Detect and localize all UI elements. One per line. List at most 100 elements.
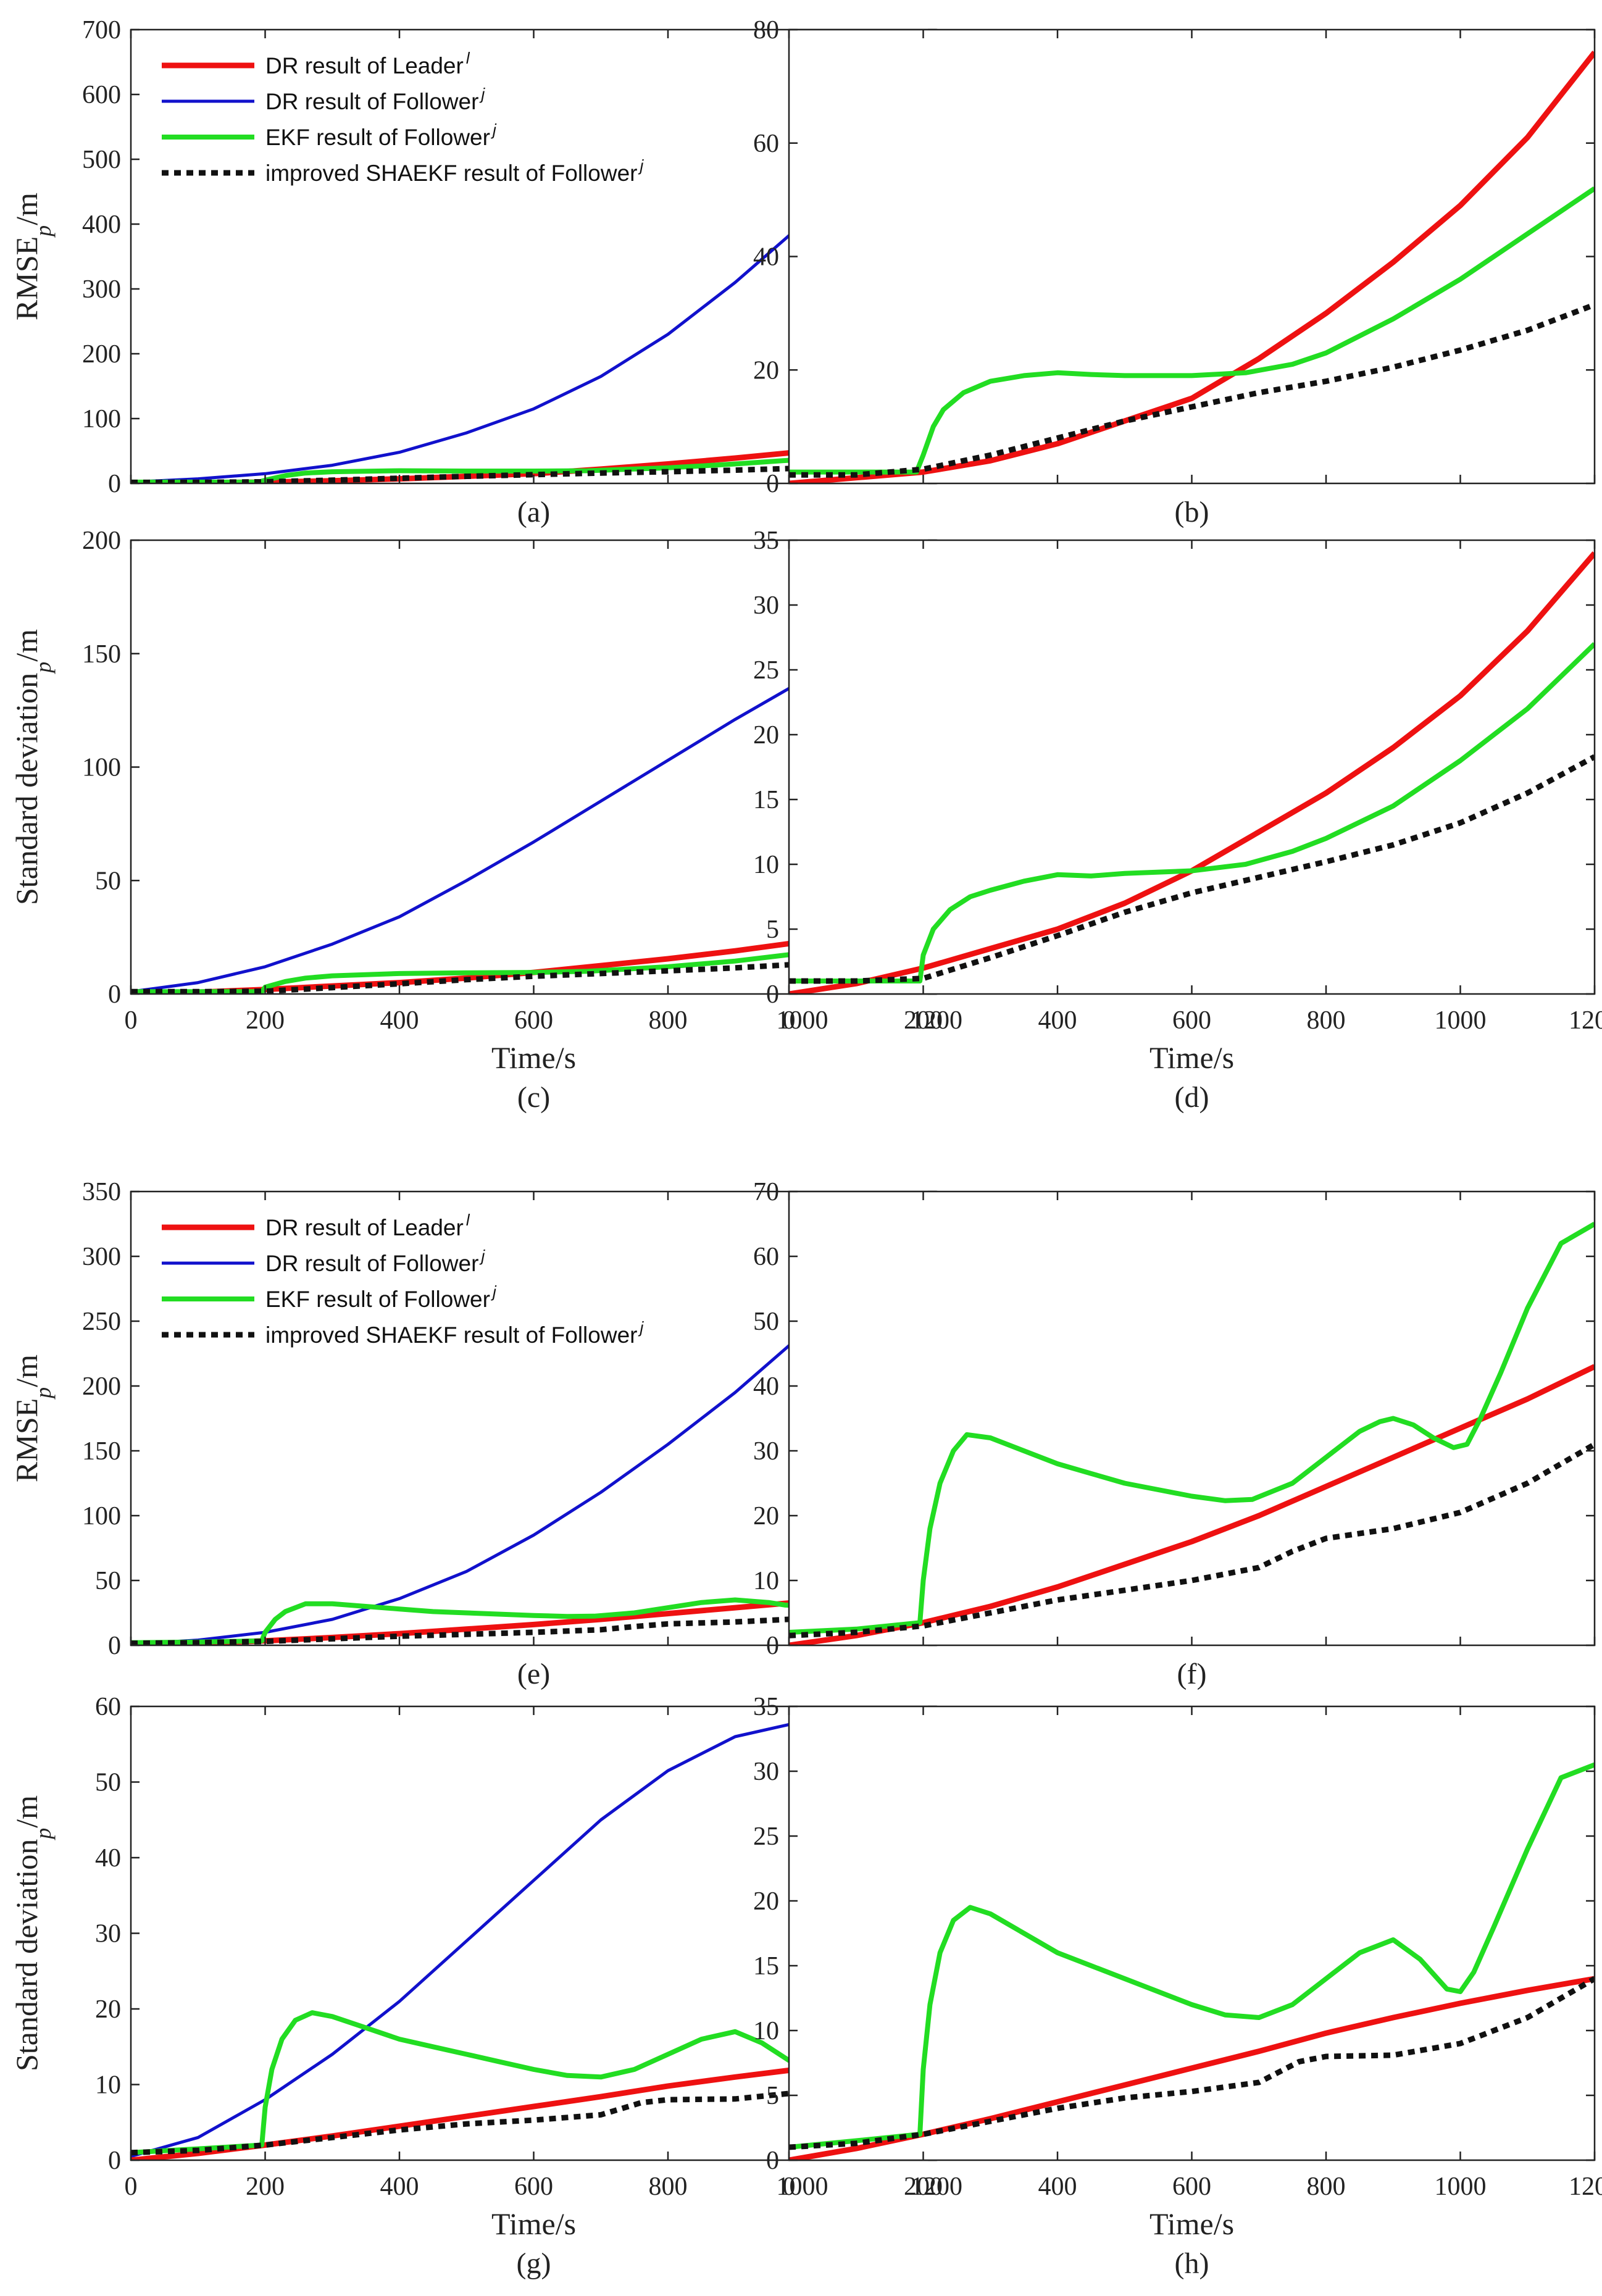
y-tick-label: 30 (95, 1920, 121, 1948)
panel-label: (e) (517, 1658, 550, 1690)
y-tick-label: 40 (95, 1844, 121, 1872)
x-tick-label: 400 (1038, 2173, 1077, 2201)
x-axis-label: Time/s (491, 2206, 576, 2241)
x-tick-label: 0 (783, 2173, 796, 2201)
y-tick-label: 200 (82, 527, 121, 555)
y-tick-label: 500 (82, 146, 121, 174)
legend-entry-superscript: j (638, 156, 644, 175)
y-tick-label: 35 (753, 527, 779, 555)
legend-entry-text: EKF result of Follower (265, 1287, 490, 1312)
y-tick-label: 80 (753, 16, 779, 44)
panel-label: (f) (1177, 1658, 1207, 1690)
y-tick-label: 200 (82, 340, 121, 369)
x-tick-label: 600 (1172, 2173, 1211, 2201)
legend-entry-superscript: j (638, 1318, 644, 1337)
y-tick-label: 0 (766, 470, 779, 498)
y-tick-label: 60 (753, 130, 779, 158)
legend-entry-label: improved SHAEKF result of Follower j (265, 156, 644, 186)
chart-panel-b: 0 20 40 60 80 (b) (753, 16, 1596, 528)
y-tick-label: 20 (753, 1887, 779, 1916)
y-tick-label: 0 (766, 1632, 779, 1660)
y-tick-label: 5 (766, 2082, 779, 2110)
y-tick-label: 20 (753, 356, 779, 385)
y-tick-label: 25 (753, 1822, 779, 1851)
x-tick-label: 600 (514, 1006, 553, 1035)
y-axis-label-subscript: p (31, 662, 56, 675)
y-tick-label: 15 (753, 786, 779, 814)
x-tick-label: 1000 (777, 1006, 828, 1035)
y-axis-label: Standard deviationp/m (9, 1795, 56, 2071)
series-line-follower-ekf (789, 1762, 1595, 2150)
y-axis-label-main: RMSE (9, 236, 44, 320)
y-tick-label: 0 (108, 1632, 121, 1660)
x-tick-label: 400 (1038, 1006, 1077, 1035)
y-tick-label: 10 (753, 1567, 779, 1595)
y-tick-label: 0 (108, 470, 121, 498)
y-tick-label: 30 (753, 1437, 779, 1466)
legend-entry-text: improved SHAEKF result of Follower (265, 1322, 637, 1348)
legend-entry-label: EKF result of Follower j (265, 120, 497, 150)
series-line-follower-ekf (789, 186, 1595, 475)
x-tick-label: 1200 (1569, 1006, 1602, 1035)
x-tick-label: 1200 (911, 2173, 962, 2201)
x-tick-label: 800 (649, 2173, 688, 2201)
plot-area (789, 540, 1595, 994)
y-tick-label: 10 (95, 2071, 121, 2100)
y-tick-label: 60 (753, 1243, 779, 1271)
series-line-follower-shaekf (789, 1976, 1595, 2150)
y-tick-label: 100 (82, 405, 121, 433)
plot-area (789, 30, 1595, 483)
x-tick-label: 1200 (911, 1006, 962, 1035)
legend-entry-text: improved SHAEKF result of Follower (265, 161, 637, 186)
y-tick-label: 20 (753, 721, 779, 749)
series-line-follower-ekf (131, 447, 937, 483)
legend-entry-text: EKF result of Follower (265, 125, 490, 150)
chart-panel-d: 0 5 10 15 20 25 30 35 0 200 400 600 800 1000 1200 Time/… (753, 527, 1602, 1114)
series-group (789, 51, 1595, 483)
legend-entry-text: DR result of Leader (265, 53, 464, 78)
x-axis-label: Time/s (1149, 1040, 1234, 1075)
y-tick-label: 100 (82, 754, 121, 782)
x-tick-label: 200 (246, 1006, 285, 1035)
legend-entry-label: DR result of Follower j (265, 85, 485, 114)
x-tick-label: 600 (1172, 1006, 1211, 1035)
legend-entry-label: DR result of Leader l (265, 49, 470, 78)
panel-label: (d) (1175, 1081, 1209, 1114)
x-tick-label: 1200 (1569, 2173, 1602, 2201)
legend-entry-label: DR result of Leader l (265, 1211, 470, 1240)
legend-entry-superscript: l (466, 49, 470, 67)
x-tick-label: 200 (904, 2173, 943, 2201)
x-tick-label: 0 (125, 2173, 138, 2201)
x-tick-label: 800 (649, 1006, 688, 1035)
y-tick-label: 30 (753, 1758, 779, 1786)
series-line-leader-dr (789, 1364, 1595, 1645)
panel-label: (a) (517, 496, 550, 528)
x-tick-label: 600 (514, 2173, 553, 2201)
y-axis-label-main: RMSE (9, 1398, 44, 1482)
series-line-follower-shaekf (789, 754, 1595, 984)
legend: DR result of Leader l DR result of Followe… (162, 1211, 644, 1348)
y-axis-label: Standard deviationp/m (9, 629, 56, 905)
legend-entry-superscript: l (466, 1211, 470, 1229)
panel-label: (g) (517, 2247, 551, 2280)
x-tick-label: 1000 (1435, 1006, 1487, 1035)
x-tick-label: 400 (380, 1006, 419, 1035)
y-axis-label-unit: /m (9, 1795, 44, 1828)
chart-panel-f: 0 10 20 30 40 50 60 70 (f) (753, 1178, 1596, 1690)
y-tick-label: 20 (753, 1502, 779, 1530)
y-tick-label: 15 (753, 1952, 779, 1981)
y-tick-label: 0 (108, 2147, 121, 2175)
y-tick-label: 50 (95, 1567, 121, 1595)
x-tick-label: 200 (904, 1006, 943, 1035)
series-line-leader-dr (789, 1976, 1595, 2160)
y-axis-label-subscript: p (31, 1828, 56, 1841)
y-tick-label: 40 (753, 1372, 779, 1401)
y-tick-label: 700 (82, 16, 121, 44)
y-tick-label: 250 (82, 1308, 121, 1336)
y-tick-label: 60 (95, 1693, 121, 1721)
y-tick-label: 35 (753, 1693, 779, 1721)
legend-entry-text: DR result of Follower (265, 1251, 478, 1276)
y-tick-label: 25 (753, 656, 779, 685)
legend-entry-superscript: j (479, 1246, 485, 1265)
